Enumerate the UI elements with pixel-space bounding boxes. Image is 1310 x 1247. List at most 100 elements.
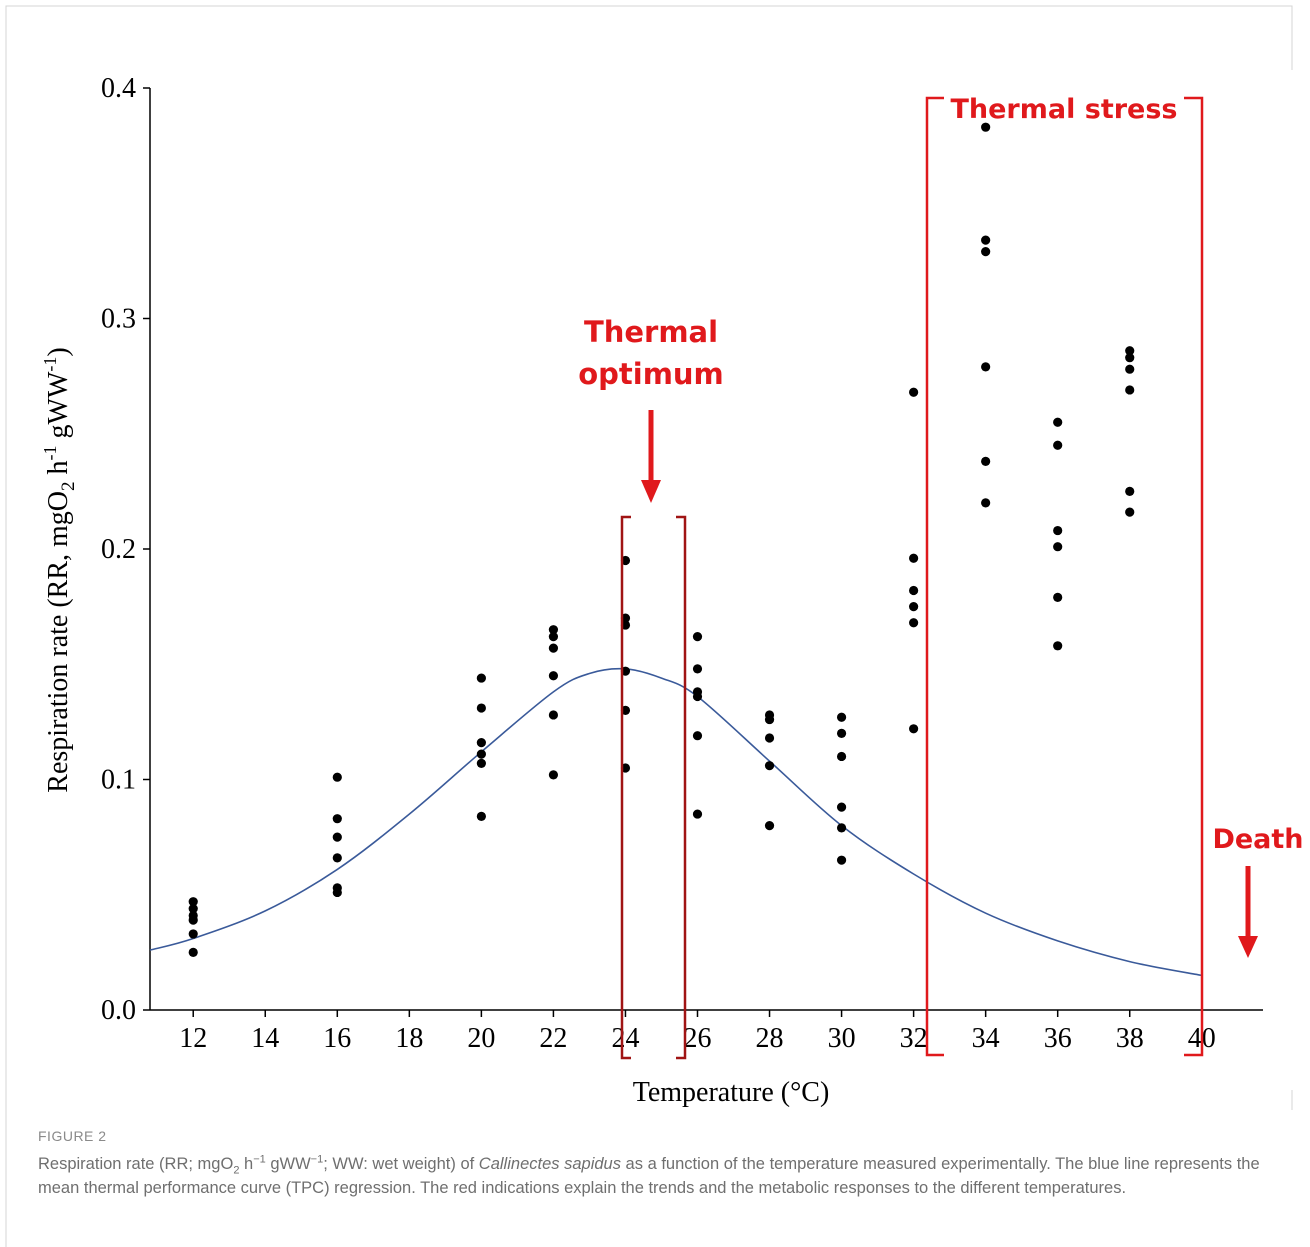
x-tick-label: 32 <box>900 1023 928 1054</box>
data-point <box>1053 417 1063 427</box>
figure-border <box>5 5 1293 1247</box>
data-point <box>548 671 559 681</box>
figure-label: FIGURE 2 <box>38 1128 107 1144</box>
data-point <box>1125 507 1135 517</box>
data-point <box>1053 592 1063 603</box>
data-point <box>836 802 847 812</box>
x-tick-label: 16 <box>323 1023 351 1054</box>
death-label: Death <box>1212 824 1303 855</box>
x-tick-label: 30 <box>828 1023 856 1054</box>
scatter-chart: 0.0 0.1 0.2 0.3 0.4 12 14 16 18 20 22 24 26 28 30 32 34… <box>40 73 1304 1108</box>
data-point <box>476 749 486 759</box>
x-tick-label: 12 <box>179 1023 207 1054</box>
data-point <box>1053 525 1063 536</box>
data-point <box>764 733 775 743</box>
data-point <box>548 770 559 780</box>
data-point <box>1053 440 1063 450</box>
data-point <box>836 728 847 739</box>
x-axis-ticks: 12 14 16 18 20 22 24 26 28 30 32 34 36 38 40 <box>179 1010 1216 1054</box>
data-point <box>692 809 703 819</box>
data-point <box>836 712 847 722</box>
data-point <box>836 751 847 762</box>
data-point <box>476 811 486 821</box>
data-point <box>548 625 559 635</box>
data-point <box>188 929 198 939</box>
data-point <box>909 553 919 563</box>
data-point <box>476 673 486 683</box>
data-point <box>332 832 342 842</box>
data-point <box>188 947 198 957</box>
data-point <box>1053 641 1063 651</box>
x-tick-label: 38 <box>1116 1023 1144 1054</box>
data-point <box>188 903 198 914</box>
tpc-regression-curve <box>149 667 1202 977</box>
data-point <box>332 772 342 782</box>
figure-caption: Respiration rate (RR; mgO2 h−1 gWW−1; WW… <box>38 1153 1260 1197</box>
data-point <box>909 585 919 596</box>
data-point <box>909 602 919 612</box>
thermal-optimum-arrow <box>641 410 661 503</box>
data-point <box>1053 542 1063 552</box>
x-tick-label: 18 <box>395 1023 423 1054</box>
data-point <box>981 498 991 508</box>
x-axis-title: Temperature (°C) <box>633 1077 830 1108</box>
data-point <box>548 631 559 642</box>
data-point <box>332 853 342 863</box>
data-point <box>764 821 775 831</box>
y-tick-label: 0.3 <box>101 304 136 335</box>
data-point <box>909 724 919 734</box>
data-point <box>1125 346 1135 356</box>
x-tick-label: 14 <box>251 1023 279 1054</box>
data-point <box>1125 364 1135 374</box>
species-name: Callinectes sapidus <box>478 1155 621 1173</box>
y-tick-label: 0.4 <box>101 73 136 104</box>
data-point <box>836 823 847 833</box>
data-point <box>332 814 342 824</box>
x-tick-label: 20 <box>467 1023 495 1054</box>
y-tick-label: 0.1 <box>101 765 136 796</box>
data-point <box>476 738 486 748</box>
data-point <box>188 897 198 907</box>
data-point <box>1125 353 1135 363</box>
thermal-optimum-label-line1: Thermal <box>584 315 718 349</box>
thermal-optimum-label-line2: optimum <box>578 357 724 391</box>
data-point <box>764 714 775 725</box>
data-point <box>1125 385 1135 395</box>
data-point <box>836 855 847 865</box>
y-axis-ticks: 0.0 0.1 0.2 0.3 0.4 <box>101 73 150 1026</box>
thermal-optimum-bracket <box>620 515 687 1060</box>
data-point <box>548 643 559 653</box>
x-tick-label: 28 <box>756 1023 784 1054</box>
data-point <box>909 618 919 628</box>
data-point <box>188 915 198 925</box>
x-tick-label: 34 <box>972 1023 1000 1054</box>
x-tick-label: 22 <box>539 1023 567 1054</box>
thermal-stress-bracket <box>925 96 1204 1057</box>
y-axis-title: Respiration rate (RR, mgO2 h-1 gWW-1) <box>40 347 79 792</box>
y-tick-label: 0.0 <box>101 995 136 1026</box>
x-tick-label: 36 <box>1044 1023 1072 1054</box>
x-tick-label: 24 <box>611 1023 639 1054</box>
data-point <box>981 247 991 257</box>
death-arrow <box>1238 866 1258 958</box>
data-point <box>692 631 703 642</box>
data-point <box>476 703 486 713</box>
data-point <box>981 456 991 467</box>
y-tick-label: 0.2 <box>101 534 136 565</box>
data-point <box>1125 486 1135 496</box>
data-point <box>692 664 703 674</box>
data-point <box>981 362 991 372</box>
data-point <box>764 761 775 771</box>
data-point <box>692 691 703 702</box>
data-point <box>981 235 991 245</box>
thermal-stress-label: Thermal stress <box>950 94 1177 125</box>
x-tick-label: 26 <box>683 1023 711 1054</box>
data-point <box>548 710 559 720</box>
data-point <box>909 387 919 397</box>
data-point <box>476 758 486 768</box>
data-point <box>981 122 991 132</box>
data-point <box>332 887 342 898</box>
data-points <box>188 122 1135 957</box>
data-point <box>692 731 703 741</box>
